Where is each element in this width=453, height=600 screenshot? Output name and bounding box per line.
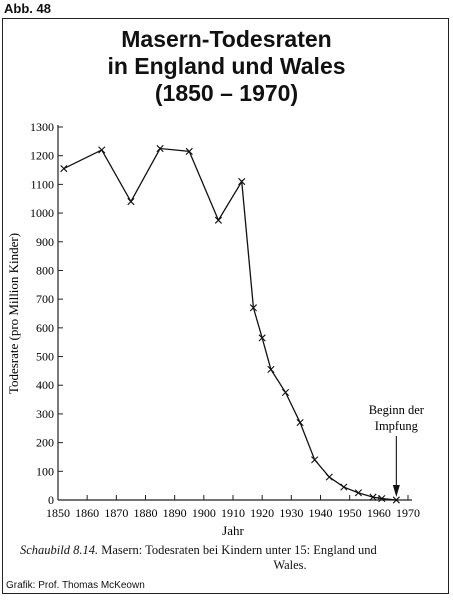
data-point-marker bbox=[127, 198, 135, 206]
x-tick-label: 1950 bbox=[338, 506, 362, 520]
x-tick-label: 1920 bbox=[250, 506, 274, 520]
chart-annotation: Beginn der Impfung bbox=[369, 403, 425, 497]
caption-text: Masern: Todesraten bei Kindern unter 15:… bbox=[101, 543, 377, 557]
annotation-text-line-2: Impfung bbox=[375, 419, 419, 433]
data-point-marker bbox=[340, 483, 348, 491]
data-point-marker bbox=[98, 146, 106, 154]
data-point-marker bbox=[311, 456, 319, 464]
x-tick-label: 1900 bbox=[192, 506, 216, 520]
data-point-marker bbox=[258, 334, 266, 342]
data-point-marker bbox=[267, 365, 275, 374]
y-tick-label: 400 bbox=[36, 378, 54, 392]
data-point-marker bbox=[156, 144, 164, 153]
data-point-marker bbox=[281, 388, 290, 396]
x-tick-label: 1850 bbox=[46, 506, 70, 520]
annotation-text-line-1: Beginn der bbox=[369, 403, 425, 417]
y-tick-label: 200 bbox=[36, 436, 54, 450]
x-tick-label: 1960 bbox=[367, 506, 391, 520]
caption-text-continued: Wales. bbox=[273, 558, 307, 572]
y-tick-label: 300 bbox=[36, 407, 54, 421]
x-tick-label: 1940 bbox=[309, 506, 333, 520]
series-line bbox=[63, 147, 397, 501]
chart-axes bbox=[57, 125, 412, 501]
y-tick-label: 0 bbox=[48, 493, 54, 507]
y-tick-label: 700 bbox=[36, 292, 54, 306]
y-tick-label: 1000 bbox=[30, 206, 54, 220]
x-axis-label: Jahr bbox=[222, 523, 244, 538]
data-point-marker bbox=[369, 493, 377, 501]
y-axis-label: Todesrate (pro Million Kinder) bbox=[6, 233, 21, 394]
x-tick-label: 1870 bbox=[104, 506, 128, 520]
data-point-marker bbox=[238, 177, 246, 186]
x-tick-label: 1890 bbox=[163, 506, 187, 520]
data-point-marker bbox=[185, 147, 193, 155]
data-point-marker bbox=[354, 489, 363, 497]
y-tick-label: 100 bbox=[36, 464, 54, 478]
data-point-marker bbox=[60, 165, 68, 173]
y-tick-label: 500 bbox=[36, 350, 54, 364]
chart-title-line-3: (1850 – 1970) bbox=[154, 80, 299, 106]
data-point-marker bbox=[249, 304, 258, 312]
y-tick-label: 1200 bbox=[30, 149, 54, 163]
x-tick-label: 1970 bbox=[396, 506, 420, 520]
caption-label: Schaubild 8.14. bbox=[20, 543, 99, 557]
data-point-marker bbox=[296, 418, 304, 427]
data-point-marker bbox=[378, 494, 386, 503]
y-tick-label: 600 bbox=[36, 321, 54, 335]
figure-label: Abb. 48 bbox=[4, 1, 51, 16]
data-point-marker bbox=[214, 216, 223, 224]
figure-frame bbox=[2, 18, 449, 594]
chart-caption: Schaubild 8.14. Masern: Todesraten bei K… bbox=[20, 543, 440, 573]
y-tick-label: 1300 bbox=[30, 120, 54, 134]
data-point-marker bbox=[325, 473, 333, 481]
y-tick-label: 900 bbox=[36, 235, 54, 249]
graphic-credit: Grafik: Prof. Thomas McKeown bbox=[6, 580, 145, 591]
x-tick-label: 1860 bbox=[75, 506, 99, 520]
y-tick-label: 800 bbox=[36, 263, 54, 277]
chart-series bbox=[60, 144, 400, 504]
x-tick-label: 1930 bbox=[279, 506, 303, 520]
x-tick-label: 1880 bbox=[134, 506, 158, 520]
x-tick-label: 1910 bbox=[221, 506, 245, 520]
data-point-marker bbox=[392, 496, 400, 504]
chart-ticks: 0 100 200 300 400 500 600 700 800 900 1000 1100 1200… bbox=[30, 120, 420, 520]
y-tick-label: 1100 bbox=[30, 177, 54, 191]
annotation-arrow-head bbox=[392, 485, 400, 497]
chart-title-line-2: in England und Wales bbox=[107, 53, 346, 79]
chart-title-line-1: Masern-Todesraten bbox=[121, 26, 332, 52]
